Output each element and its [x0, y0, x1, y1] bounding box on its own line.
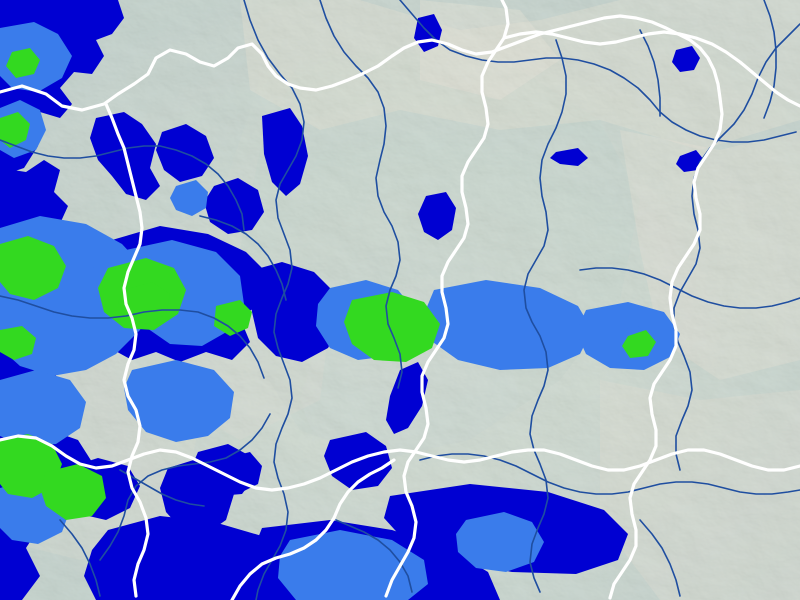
river [579, 267, 800, 309]
precip-cell-moderate [424, 280, 592, 370]
precip-cell-heavy [6, 48, 40, 78]
precip-cell-light [268, 294, 330, 350]
country-border [0, 14, 722, 112]
precip-cell-heavy [40, 464, 106, 520]
precip-cell-heavy [0, 112, 30, 148]
precip-cell-heavy [622, 330, 656, 358]
precip-cell-light [550, 148, 588, 166]
river [0, 139, 245, 231]
river [59, 519, 101, 597]
precip-group-precip-cell-heavy [0, 48, 656, 520]
precip-cell-light [386, 362, 428, 434]
precip-cell-heavy [344, 292, 440, 362]
river [335, 519, 413, 593]
country-border [608, 96, 724, 600]
precip-cell-moderate [170, 180, 208, 216]
precip-cell-light [672, 46, 700, 72]
precip-cell-moderate [124, 360, 234, 442]
river [763, 0, 777, 119]
river [319, 0, 403, 389]
precip-cell-light [204, 178, 264, 234]
river [523, 39, 567, 593]
country-border [104, 102, 150, 598]
precip-cell-heavy [0, 326, 36, 360]
precip-cell-light [676, 150, 704, 172]
precip-cell-light [418, 192, 456, 240]
river [199, 215, 287, 301]
river [639, 29, 661, 117]
river [419, 453, 800, 495]
precip-cell-heavy [214, 300, 252, 336]
river [639, 519, 681, 597]
precip-cell-heavy [0, 236, 66, 300]
country-border [502, 30, 800, 108]
river [119, 469, 205, 507]
river [659, 111, 797, 143]
precip-cell-light [220, 452, 262, 492]
country-border [384, 0, 510, 598]
country-border [230, 458, 396, 600]
river [0, 295, 265, 379]
precip-cell-moderate [0, 370, 86, 446]
country-border [0, 434, 800, 492]
river [99, 413, 271, 561]
river [673, 23, 800, 471]
precip-cell-moderate [456, 512, 544, 572]
precip-cell-light [262, 108, 308, 196]
river [243, 0, 305, 600]
